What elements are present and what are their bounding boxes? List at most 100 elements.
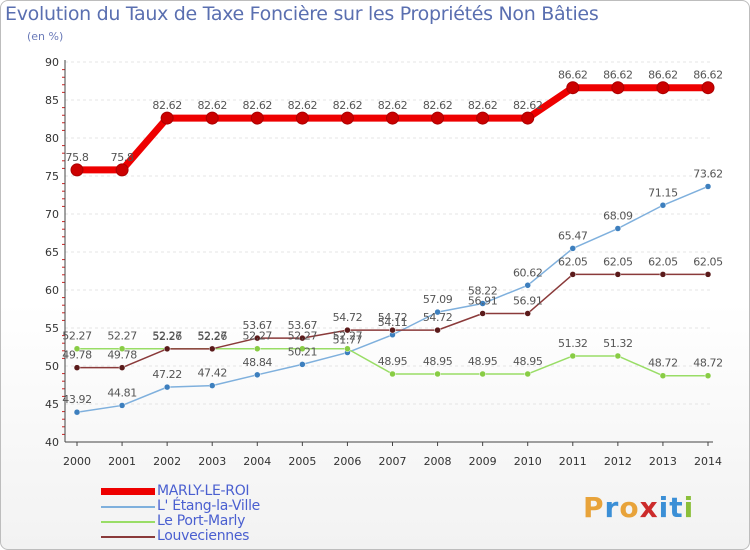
data-label: 82.62 — [288, 99, 318, 112]
data-point — [434, 308, 441, 316]
data-label: 60.62 — [513, 266, 543, 279]
data-label: 82.62 — [152, 99, 182, 112]
y-tick-label: 55 — [45, 322, 59, 335]
data-point — [254, 371, 261, 379]
data-label: 47.22 — [152, 368, 182, 381]
data-point — [295, 111, 309, 125]
data-point — [250, 111, 264, 125]
data-label: 52.27 — [243, 330, 273, 343]
logo-letter: i — [658, 491, 670, 524]
data-point — [704, 183, 712, 190]
data-label: 48.95 — [423, 355, 453, 368]
proxiti-logo: Proxiti — [583, 491, 694, 524]
data-label: 52.27 — [152, 330, 182, 343]
x-tick-label: 2004 — [243, 455, 271, 468]
data-point — [704, 372, 712, 379]
data-label: 82.62 — [513, 99, 543, 112]
data-point — [254, 334, 261, 342]
data-label: 51.32 — [558, 337, 588, 350]
x-tick-label: 2009 — [469, 455, 497, 468]
data-label: 73.62 — [693, 167, 723, 180]
data-label: 54.11 — [378, 316, 408, 329]
data-point — [611, 81, 625, 95]
data-label: 57.09 — [423, 293, 453, 306]
chart-subtitle: (en %) — [27, 30, 64, 43]
logo-letter: x — [639, 491, 659, 524]
data-label: 65.47 — [558, 229, 588, 242]
data-label: 82.62 — [197, 99, 227, 112]
x-tick-label: 2006 — [333, 455, 361, 468]
data-point — [73, 345, 81, 352]
data-point — [299, 334, 306, 342]
data-point — [344, 345, 351, 352]
x-tick-label: 2008 — [424, 455, 452, 468]
legend-swatch — [101, 536, 155, 538]
y-tick-label: 70 — [45, 208, 59, 221]
data-label: 52.26 — [197, 330, 227, 343]
data-label: 62.05 — [603, 255, 633, 268]
data-label: 50.21 — [288, 345, 318, 358]
legend-label: Louveciennes — [157, 528, 250, 544]
data-point — [163, 345, 171, 353]
data-label: 52.26 — [152, 330, 182, 343]
data-point — [344, 326, 351, 334]
data-point — [524, 370, 531, 378]
data-label: 44.81 — [107, 386, 137, 399]
chart-series — [70, 81, 715, 416]
data-point — [524, 282, 531, 289]
data-point — [569, 245, 577, 252]
data-label: 86.62 — [558, 69, 588, 82]
legend-label: L' Étang-la-Ville — [157, 498, 260, 514]
data-label: 82.62 — [333, 99, 363, 112]
data-point — [524, 310, 531, 317]
data-label: 62.05 — [648, 255, 678, 268]
y-tick-label: 85 — [45, 94, 59, 107]
data-label: 54.72 — [423, 311, 453, 324]
data-point — [73, 364, 81, 371]
data-label: 48.72 — [693, 357, 723, 370]
data-point — [656, 81, 670, 95]
data-label: 52.27 — [107, 330, 137, 343]
x-tick-label: 2010 — [514, 455, 542, 468]
data-label: 52.27 — [62, 330, 92, 343]
data-label: 86.62 — [693, 69, 723, 82]
data-label: 48.95 — [378, 355, 408, 368]
x-tick-label: 2005 — [288, 455, 316, 468]
logo-letter: o — [619, 491, 640, 524]
y-tick-label: 60 — [45, 284, 59, 297]
data-point — [118, 402, 126, 409]
data-label: 68.09 — [603, 210, 633, 223]
data-point — [704, 271, 712, 278]
data-label: 86.62 — [603, 69, 633, 82]
data-point — [118, 364, 126, 371]
legend-label: MARLY-LE-ROI — [157, 483, 250, 499]
y-tick-label: 45 — [45, 398, 59, 411]
legend-label: Le Port-Marly — [157, 513, 246, 529]
legend-swatch — [101, 521, 155, 523]
data-point — [118, 345, 126, 352]
x-tick-label: 2007 — [379, 455, 407, 468]
x-tick-label: 2003 — [198, 455, 226, 468]
x-tick-label: 2000 — [63, 455, 91, 468]
y-tick-label: 80 — [45, 132, 59, 145]
data-point — [208, 382, 216, 389]
chart-data-labels: 75.8 75.8 82.62 82.62 82.62 82.62 82.62 82.62 82… — [62, 69, 723, 407]
data-point — [163, 383, 171, 391]
data-label: 82.62 — [468, 99, 498, 112]
data-label: 48.72 — [648, 357, 678, 370]
data-label: 49.78 — [62, 349, 92, 362]
data-point — [479, 310, 486, 317]
y-tick-label: 50 — [45, 360, 59, 373]
data-point — [70, 163, 84, 177]
data-label: 43.92 — [62, 393, 92, 406]
data-point — [476, 111, 490, 125]
data-point — [431, 111, 445, 125]
data-label: 48.84 — [243, 356, 273, 369]
data-label: 54.72 — [378, 311, 408, 324]
chart-title: Evolution du Taux de Taxe Foncière sur l… — [5, 3, 599, 25]
data-label: 51.32 — [603, 337, 633, 350]
y-tick-label: 65 — [45, 246, 59, 259]
data-point — [340, 111, 354, 125]
x-tick-label: 2002 — [153, 455, 181, 468]
